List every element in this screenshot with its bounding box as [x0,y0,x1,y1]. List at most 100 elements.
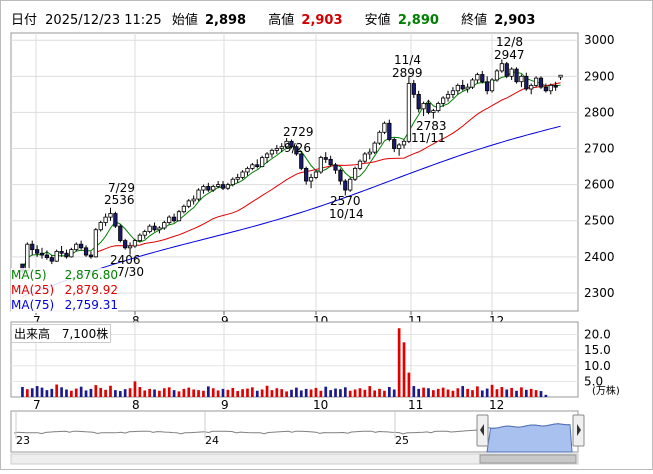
candle-body-up [137,234,142,241]
price-y-tick-label: 3000 [584,33,615,47]
candle [401,139,407,149]
navigator-right-handle[interactable] [572,414,585,447]
volume-bar [334,388,337,397]
candle-body-up [494,70,500,81]
volume-bar [324,386,328,397]
candle [450,87,456,98]
volume-bar [524,389,528,397]
candle-body-down [338,169,343,182]
candle-body-up [167,216,172,223]
candle [441,96,446,108]
candle-body-down [323,157,328,160]
volume-bar [348,390,352,397]
ma75-value: 2,759.31 [64,298,118,312]
candle-body-down [416,93,421,110]
volume-bar [446,389,450,397]
candle-body-down [304,167,309,182]
volume-bar [471,390,474,397]
candle [348,177,353,192]
volume-bar [363,389,367,397]
volume-bar [500,387,504,397]
volume-bar [21,387,24,397]
candle [397,143,402,156]
candle-body-down [504,63,509,77]
candle-body-up [269,149,275,155]
candle-body-up [157,227,162,231]
candle [69,247,74,258]
candle [137,233,142,243]
volume-bar [456,388,460,397]
candle-body-up [54,251,59,262]
candle [338,168,343,185]
candle [504,61,509,79]
volume-bar [241,389,244,397]
candle [157,226,162,234]
volume-bar [162,388,166,397]
candle-body-down [553,84,558,88]
candle [220,181,226,191]
candle [489,78,495,93]
datetime-value: 2025/12/23 11:25 [45,13,162,28]
candle-body-down [39,252,45,256]
ma25-legend: MA(25) 2,879.92 [11,283,118,298]
candle [260,155,265,168]
candle-body-down [289,140,294,148]
volume-bar [172,390,176,397]
candle-body-up [441,97,446,104]
candle [216,181,221,189]
candle-body-down [387,122,392,140]
annotation-value: 2947 [494,48,525,62]
candle-body-down [30,243,35,251]
candle-body-down [480,74,485,83]
candle-body-up [245,167,250,173]
volume-bar [109,385,112,397]
volume-bar [397,328,401,397]
volume-bar [50,388,54,397]
candle [279,143,284,153]
volume-bar [197,390,200,397]
candle [470,78,475,89]
volume-bar [329,390,332,397]
candle [127,242,133,255]
volume-bar [148,388,151,397]
candle-body-up [235,177,240,180]
annotation-date: 7/30 [117,265,144,279]
navigator-left-handle[interactable] [476,414,489,447]
candle-body-up [372,142,377,153]
annotation-date: 11/11 [411,131,446,145]
candle [431,108,436,119]
candle-body-up [436,103,441,112]
volume-bar [461,386,465,397]
candle-body-up [455,84,460,92]
candle [411,79,416,98]
candle [206,182,211,192]
candle-body-up [548,84,553,92]
volume-bar [251,387,254,397]
candle [548,83,553,95]
candle [406,76,412,144]
volume-y-tick-label: 20.0 [584,328,611,342]
candle [132,238,138,248]
candle [543,83,548,93]
candle [333,162,338,174]
volume-x-tick-label: 7 [33,398,41,412]
navigator-label: 25 [395,434,409,447]
candle [118,224,123,243]
candle-body-down [49,257,54,262]
volume-bar [304,388,308,397]
candle-body-up [397,144,402,149]
volume-bar [534,390,538,397]
candle [93,227,98,258]
candle-body-up [465,86,470,90]
candle-body-down [123,240,128,249]
volume-bar [187,387,191,397]
ma75-line [22,125,561,298]
volume-bar [60,387,63,397]
candle [533,76,539,88]
volume-bar [314,387,318,397]
navigator-scrollbar-thumb[interactable] [479,454,577,464]
volume-bar [84,390,88,397]
candle [245,166,250,176]
candle [362,152,367,163]
candle [54,249,59,262]
